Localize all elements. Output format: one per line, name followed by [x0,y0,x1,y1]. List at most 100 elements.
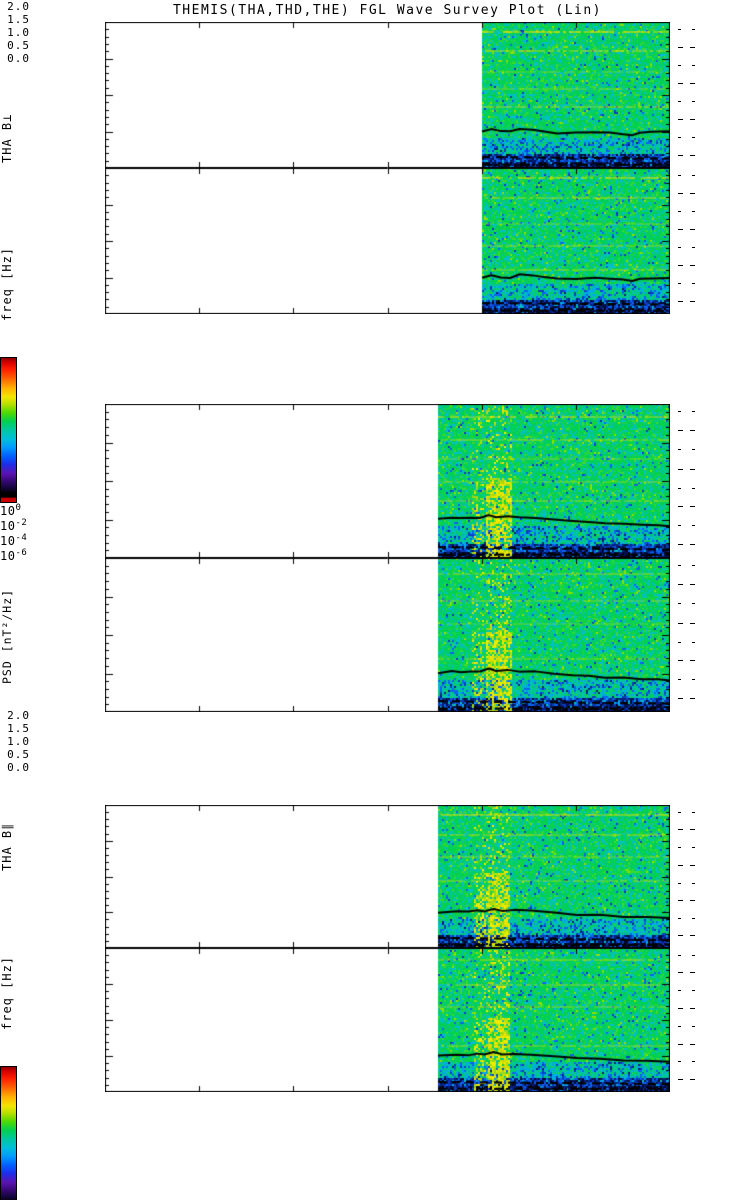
colorbar-tick [678,283,681,284]
colorbar-tick [678,565,681,566]
y-axis-tick-label: 1.5 [7,13,30,26]
colorbar-tick [678,623,683,624]
colorbar-tick [678,829,683,830]
colorbar-tick [678,155,683,156]
colorbar-tick [678,679,681,680]
spectrogram-panel-the-bpar [105,948,670,1092]
colorbar-tick [692,65,695,66]
colorbar-tick [692,137,695,138]
colorbar-tick [690,1079,695,1080]
plot-title: THEMIS(THA,THD,THE) FGL Wave Survey Plot… [172,3,603,18]
y-axis-tick-label: 2.0 [7,709,30,722]
colorbar-tick [692,847,695,848]
colorbar-tick [678,603,681,604]
colorbar [0,1066,17,1200]
colorbar-tick-base: 10 [0,534,16,548]
colorbar-tick [692,883,695,884]
colorbar-tick [690,265,695,266]
colorbar-tick [692,449,695,450]
colorbar-tick [690,469,695,470]
colorbar-tick [690,506,695,507]
colorbar-tick [678,900,683,901]
colorbar-tick [690,544,695,545]
colorbar-tick [678,449,681,450]
colorbar-tick [692,812,695,813]
freq-axis-label: freq [Hz] [0,246,14,322]
freq-axis-label: freq [Hz] [0,955,14,1031]
colorbar-tick [678,65,681,66]
colorbar-tick [692,918,695,919]
colorbar-tick [692,1026,695,1027]
colorbar-tick [678,101,681,102]
colorbar-tick [678,660,683,661]
colorbar-tick [678,698,683,699]
y-axis-tick-label: 1.0 [7,735,30,748]
colorbar-tick [678,1026,681,1027]
y-axis-tick-label: 1.5 [7,722,30,735]
colorbar-tick [690,829,695,830]
colorbar-tick [690,301,695,302]
colorbar-tick [690,865,695,866]
colorbar-tick-label: 10-2 [0,518,750,533]
colorbar-tick [692,101,695,102]
colorbar-tick [678,301,683,302]
colorbar-tick [678,211,681,212]
colorbar-tick [678,488,681,489]
colorbar-tick [678,1044,683,1045]
colorbar-tick [690,1044,695,1045]
colorbar-tick [692,990,695,991]
colorbar-tick [678,918,681,919]
colorbar-tick [692,955,695,956]
colorbar-tick-exponent: 0 [15,503,22,513]
spectrogram-panel-the-bperp [105,805,670,948]
colorbar-tick-base: 10 [0,519,16,533]
colorbar-tick [690,430,695,431]
colorbar-tick [678,1008,683,1009]
spectrogram-panel-tha-bperp [105,22,670,168]
colorbar-tick [690,698,695,699]
colorbar-tick [692,175,695,176]
colorbar-tick [678,430,683,431]
colorbar-tick [678,193,683,194]
colorbar-tick [678,247,681,248]
colorbar-tick [692,679,695,680]
colorbar-tick [692,283,695,284]
colorbar-tick [690,900,695,901]
colorbar-tick [678,175,681,176]
colorbar-tick [690,584,695,585]
colorbar-tick [690,660,695,661]
y-axis-tick-label: 0.0 [7,761,30,774]
colorbar-tick [678,265,683,266]
colorbar-tick [678,119,683,120]
colorbar-tick-exponent: -4 [15,533,28,543]
colorbar-tick [678,469,683,470]
colorbar-tick [690,47,695,48]
colorbar-tick [678,642,681,643]
y-axis-tick-label: 0.5 [7,39,30,52]
colorbar-tick-exponent: -6 [15,548,28,558]
colorbar-tick [678,544,683,545]
colorbar-tick [692,29,695,30]
y-axis-tick-label: 0.0 [7,52,30,65]
colorbar-tick [692,565,695,566]
colorbar-tick [678,47,683,48]
colorbar-tick [678,865,683,866]
colorbar-tick [678,1061,681,1062]
colorbar-tick [678,29,681,30]
colorbar-tick [692,603,695,604]
y-axis-tick-label: 2.0 [7,0,30,13]
colorbar-tick [690,119,695,120]
colorbar-tick [678,935,683,936]
colorbar-tick-label: 10-6 [0,548,750,563]
spectrogram-panel-tha-bpar [105,168,670,314]
colorbar-tick [678,883,681,884]
colorbar-tick [678,955,681,956]
spectrogram-panel-thd-bpar [105,558,670,712]
colorbar-tick [678,525,681,526]
colorbar-tick-base: 10 [0,549,16,563]
colorbar-axis-label: PSD [nT²/Hz] [0,588,14,684]
colorbar-tick [678,847,681,848]
colorbar-tick [692,1061,695,1062]
panel-left-label: THA B⊥ [0,113,14,163]
